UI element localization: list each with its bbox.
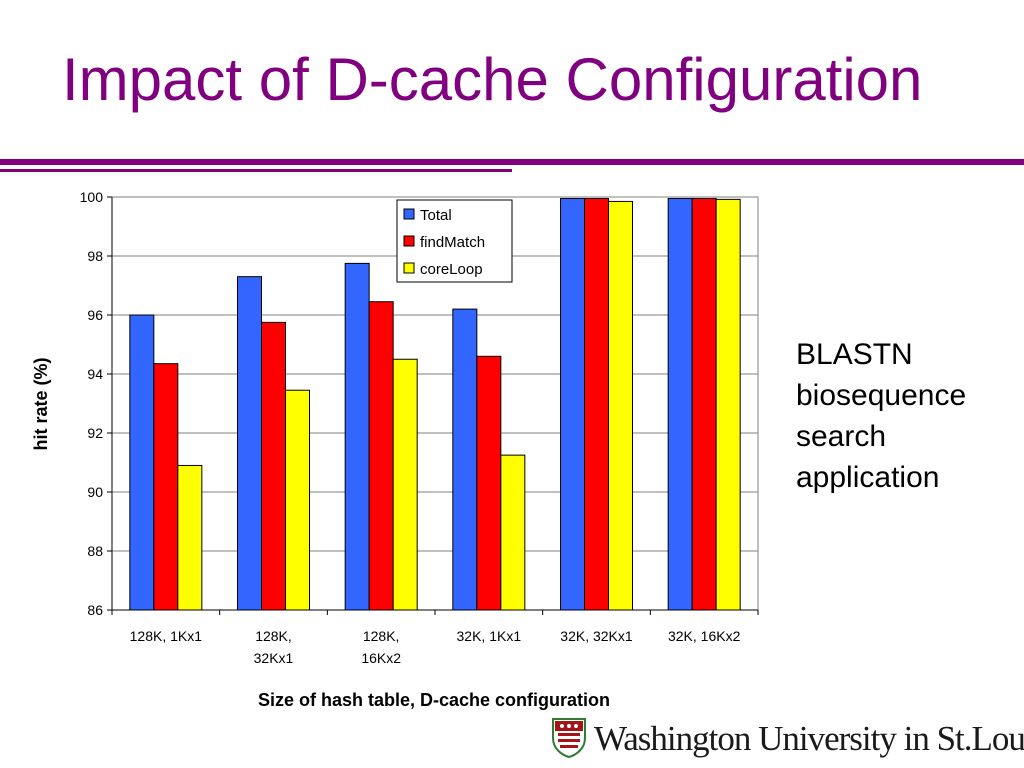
y-tick-label: 90 <box>87 484 103 500</box>
title-divider <box>0 159 1024 165</box>
x-category-label: 128K, <box>255 628 292 644</box>
shield-icon <box>552 718 586 758</box>
x-category-label: 16Kx2 <box>361 650 401 666</box>
bar-coreLoop <box>392 358 418 611</box>
bar-Total <box>667 197 693 611</box>
y-tick-label: 92 <box>87 425 103 441</box>
x-category-label: 32K, 32Kx1 <box>560 628 633 644</box>
legend-label: Total <box>420 207 452 224</box>
side-note-line: application <box>796 461 940 494</box>
y-tick-label: 98 <box>87 248 103 264</box>
bar-findMatch <box>261 321 286 611</box>
legend-swatch-coreLoop <box>403 262 415 274</box>
bar-findMatch <box>691 197 717 611</box>
x-category-label: 32K, 16Kx2 <box>668 628 741 644</box>
side-note-line: search <box>796 420 887 453</box>
x-category-label: 32K, 1Kx1 <box>457 628 522 644</box>
bar-findMatch <box>584 197 609 611</box>
x-category-label: 128K, 1Kx1 <box>130 628 203 644</box>
bar-findMatch <box>476 355 502 611</box>
x-axis-title: Size of hash table, D-cache configuratio… <box>258 690 610 710</box>
bar-findMatch <box>153 363 179 611</box>
title-divider-thin <box>0 169 512 172</box>
bar-Total <box>344 262 370 611</box>
bar-findMatch <box>368 301 394 611</box>
bar-coreLoop <box>500 454 526 611</box>
y-tick-label: 96 <box>87 307 103 323</box>
legend-box <box>396 199 513 283</box>
legend-label: findMatch <box>420 234 485 251</box>
slide-title: Impact of D-cache Configuration <box>62 46 923 113</box>
bar-Total <box>452 308 478 611</box>
hit-rate-bar-chart: 86 88 90 92 94 96 98 100 128K, 1Kx1 128K, 32Kx1 128… <box>31 189 759 710</box>
y-axis-title: hit rate (%) <box>31 357 51 450</box>
bar-Total <box>560 197 585 611</box>
bar-coreLoop <box>285 389 310 611</box>
y-tick-label: 86 <box>87 602 103 618</box>
y-tick-label: 100 <box>80 189 104 205</box>
legend-swatch-findMatch <box>403 235 415 247</box>
logo-wordmark: Washington University in St.Louis <box>594 719 1024 758</box>
y-tick-label: 88 <box>87 543 103 559</box>
bar-Total <box>237 276 262 611</box>
side-note: BLASTN biosequence search application <box>796 334 966 498</box>
bar-coreLoop <box>715 198 741 611</box>
bar-Total <box>129 314 155 611</box>
bar-coreLoop <box>608 200 633 611</box>
side-note-line: BLASTN <box>796 338 913 371</box>
x-category-label: 128K, <box>363 628 400 644</box>
legend-label: coreLoop <box>420 261 483 278</box>
side-note-line: biosequence <box>796 379 967 412</box>
y-tick-label: 94 <box>87 366 103 382</box>
x-category-label: 32Kx1 <box>254 650 294 666</box>
bar-coreLoop <box>177 464 203 611</box>
legend-swatch-Total <box>403 208 415 220</box>
university-logo: Washington University in St.Louis <box>552 716 1024 764</box>
